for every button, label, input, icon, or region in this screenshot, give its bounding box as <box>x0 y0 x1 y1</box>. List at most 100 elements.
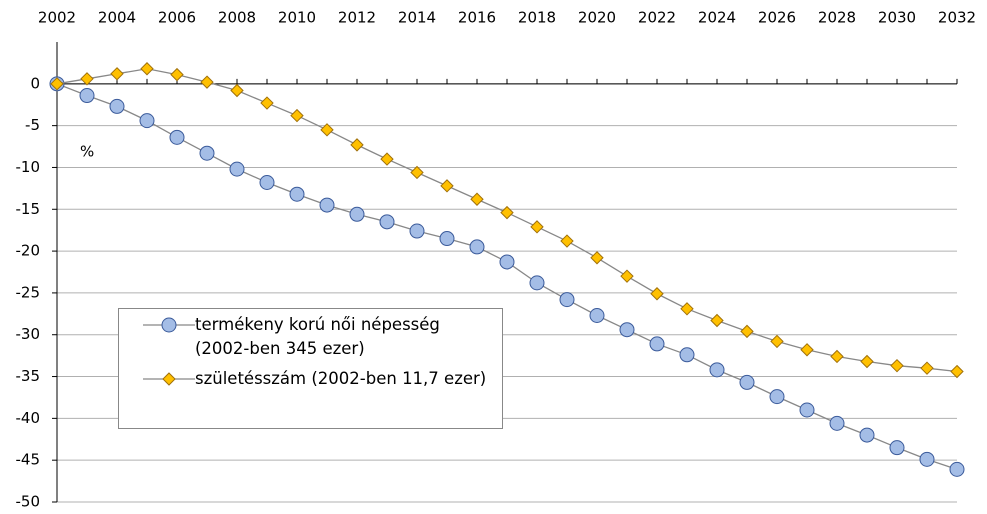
y-tick-label: -25 <box>16 283 41 301</box>
marker <box>200 75 214 89</box>
x-tick-label: 2008 <box>218 9 256 27</box>
marker <box>799 402 815 418</box>
x-tick-label: 2014 <box>398 9 436 27</box>
y-tick-label: -30 <box>16 325 41 343</box>
y-tick-label: -20 <box>16 242 41 260</box>
marker <box>289 186 305 202</box>
marker <box>950 364 964 379</box>
marker <box>500 205 514 220</box>
marker <box>919 451 935 467</box>
marker <box>890 358 904 373</box>
marker <box>650 287 664 301</box>
y-tick-label: -5 <box>25 116 40 134</box>
x-tick-label: 2030 <box>878 9 916 27</box>
legend-swatch <box>143 372 195 386</box>
marker <box>949 461 965 477</box>
marker <box>79 88 95 104</box>
marker <box>560 234 574 248</box>
marker <box>740 324 754 339</box>
x-tick-label: 2006 <box>158 9 196 27</box>
marker <box>410 165 424 180</box>
marker <box>320 123 334 137</box>
marker <box>649 336 665 352</box>
marker <box>680 302 694 316</box>
x-tick-label: 2004 <box>98 9 136 27</box>
marker <box>290 108 304 123</box>
x-tick-label: 2010 <box>278 9 316 27</box>
marker <box>349 206 365 222</box>
legend-label: termékeny korú női népesség (2002-ben 34… <box>195 315 440 358</box>
marker <box>679 347 695 363</box>
y-tick-label: -35 <box>16 367 41 385</box>
marker <box>470 192 484 206</box>
legend-swatch <box>143 317 195 333</box>
x-tick-label: 2018 <box>518 9 556 27</box>
marker <box>350 138 364 152</box>
marker <box>379 214 395 230</box>
marker <box>110 67 124 81</box>
marker <box>499 254 515 270</box>
marker <box>620 269 634 283</box>
marker <box>229 161 245 177</box>
marker <box>739 374 755 390</box>
x-tick-label: 2016 <box>458 9 496 27</box>
marker <box>709 362 725 378</box>
legend: termékeny korú női népesség (2002-ben 34… <box>118 308 503 429</box>
marker <box>109 98 125 114</box>
marker <box>889 440 905 456</box>
y-tick-label: -40 <box>16 409 41 427</box>
x-tick-label: 2002 <box>38 9 76 27</box>
marker <box>440 179 454 193</box>
marker <box>829 415 845 431</box>
x-tick-label: 2028 <box>818 9 856 27</box>
y-tick-label: 0 <box>30 74 40 92</box>
x-tick-label: 2012 <box>338 9 376 27</box>
marker <box>590 251 604 265</box>
marker <box>439 231 455 247</box>
marker <box>559 292 575 308</box>
y-tick-label: -15 <box>16 200 41 218</box>
marker <box>80 72 94 86</box>
legend-item: termékeny korú női népesség (2002-ben 34… <box>119 313 496 361</box>
marker <box>469 239 485 255</box>
y-tick-label: -45 <box>16 451 41 469</box>
marker <box>619 322 635 338</box>
marker <box>260 96 274 110</box>
marker <box>50 77 64 91</box>
marker <box>770 334 784 349</box>
marker <box>830 349 844 364</box>
marker <box>920 361 934 375</box>
marker <box>319 197 335 213</box>
marker <box>529 275 545 291</box>
marker <box>230 83 244 98</box>
marker <box>169 129 185 145</box>
x-tick-label: 2024 <box>698 9 736 27</box>
marker <box>769 389 785 405</box>
legend-marker <box>162 372 176 386</box>
legend-item: születésszám (2002-ben 11,7 ezer) <box>119 367 496 391</box>
x-tick-label: 2022 <box>638 9 676 27</box>
marker <box>860 354 874 369</box>
marker <box>140 62 154 76</box>
marker <box>139 113 155 129</box>
legend-label: születésszám (2002-ben 11,7 ezer) <box>195 369 487 388</box>
x-tick-label: 2026 <box>758 9 796 27</box>
marker <box>530 220 544 234</box>
y-tick-label: -10 <box>16 158 41 176</box>
y-tick-label: -50 <box>16 493 41 511</box>
marker <box>380 152 394 166</box>
marker <box>800 343 814 357</box>
marker <box>859 427 875 443</box>
marker <box>199 145 215 161</box>
marker <box>170 67 184 82</box>
marker <box>409 223 425 239</box>
legend-marker <box>161 317 177 333</box>
marker <box>259 175 275 191</box>
annotation: % <box>80 143 94 161</box>
x-tick-label: 2020 <box>578 9 616 27</box>
marker <box>589 307 605 323</box>
marker <box>710 313 724 328</box>
x-tick-label: 2032 <box>938 9 976 27</box>
